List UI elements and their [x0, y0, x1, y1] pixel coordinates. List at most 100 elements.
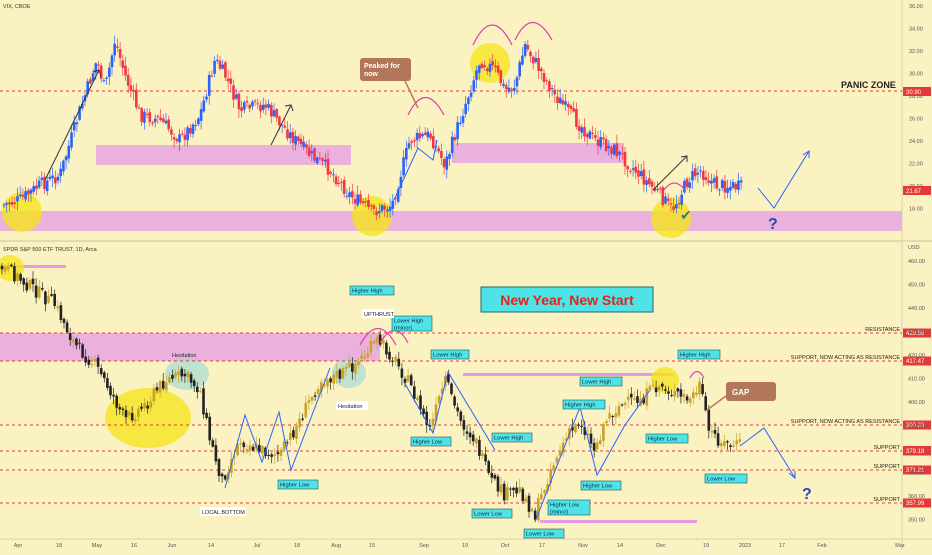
- spy-candle-body: [540, 494, 543, 500]
- spy-candle-body: [174, 372, 177, 377]
- vix-candle-body: [683, 180, 686, 193]
- spy-candle-body: [183, 373, 187, 377]
- spy-candle-body: [506, 487, 509, 501]
- vix-candle-body: [637, 170, 640, 177]
- banner-text: New Year, New Start: [500, 292, 634, 308]
- spy-candle-body: [236, 443, 239, 456]
- spy-candle-body: [605, 421, 608, 424]
- spy-candle-body: [707, 409, 711, 431]
- level-price: 371.21: [906, 468, 925, 474]
- vix-candle-body: [372, 205, 376, 209]
- vix-candle-body: [429, 133, 432, 139]
- spy-candle-body: [65, 322, 69, 333]
- vix-candle-body: [734, 183, 737, 190]
- spy-candle-body: [673, 391, 676, 397]
- spy-candle-body: [692, 392, 695, 399]
- swing-label-text: Higher Low (minor): [550, 503, 580, 516]
- vix-check-icon: ✔: [680, 207, 692, 223]
- gap-label: GAP: [732, 388, 750, 397]
- level-label: RESISTANCE: [865, 327, 900, 333]
- vix-candle-body: [48, 176, 52, 180]
- vix-candle-body: [202, 100, 206, 112]
- vix-candle-body: [569, 105, 573, 109]
- vix-candle-body: [399, 176, 403, 189]
- spy-candle-body: [416, 397, 419, 401]
- vix-candle-body: [394, 197, 397, 200]
- vix-candle-body: [491, 61, 494, 66]
- vix-candle-body: [415, 132, 419, 141]
- spy-candle-body: [84, 356, 87, 363]
- spy-candle-body: [648, 385, 652, 390]
- vix-candle-body: [194, 124, 197, 126]
- vix-candle-body: [205, 96, 208, 100]
- vix-candle-body: [731, 181, 735, 188]
- spy-candle-body: [270, 454, 273, 457]
- spy-candle-body: [115, 395, 118, 408]
- vix-candle-body: [691, 171, 694, 181]
- spy-candle-body: [161, 380, 165, 389]
- level-label: SUPPORT: [874, 497, 901, 503]
- vix-candle-body: [124, 65, 127, 76]
- swing-label-text: Lower Low: [707, 477, 736, 483]
- spy-candle-body: [419, 395, 422, 410]
- spy-candle-body: [614, 413, 618, 418]
- spy-candle-body: [354, 363, 357, 374]
- vix-candle-body: [70, 132, 73, 148]
- spy-candle-body: [440, 388, 444, 395]
- vix-candle-body: [737, 180, 740, 190]
- vix-last-price: 21.67: [906, 189, 922, 195]
- vix-candle-body: [612, 144, 616, 155]
- spy-candle-body: [50, 294, 53, 296]
- vix-candle-body: [402, 157, 405, 176]
- vix-candle-body: [720, 180, 724, 188]
- vix-candle-body: [261, 104, 265, 110]
- spy-candle-body: [493, 474, 497, 479]
- spy-candle-body: [431, 418, 435, 426]
- vix-candle-body: [299, 138, 303, 145]
- swing-label-text: Higher High: [565, 403, 596, 409]
- level-label: SUPPORT, NOW ACTING AS RESISTANCE: [791, 419, 901, 425]
- swing-label-text: Higher High: [680, 353, 711, 359]
- vix-candle-body: [702, 171, 705, 180]
- vix-candle-body: [588, 131, 592, 139]
- gap-callout: GAP: [706, 382, 776, 411]
- vix-candle-body: [585, 133, 589, 138]
- level-price-tag: [903, 498, 931, 508]
- vix-candle-body: [108, 67, 111, 77]
- vix-candle-body: [364, 201, 368, 203]
- spy-small-zone-mid: [463, 373, 673, 376]
- spy-candle-body: [307, 400, 311, 403]
- vix-candle-body: [418, 132, 422, 139]
- highlight-vix-dec: [651, 198, 691, 238]
- spy-extra-tag: 379.18: [903, 446, 931, 455]
- vix-candle-body: [175, 139, 179, 142]
- vix-candle-body: [513, 87, 516, 91]
- spy-axis-tick: 410.00: [908, 377, 925, 383]
- spy-candle-body: [698, 381, 701, 395]
- spy-candle-body: [233, 456, 236, 458]
- vix-candle-body: [121, 60, 125, 68]
- spy-candle-body: [44, 291, 47, 305]
- peaked-callout: Peaked for now: [360, 58, 419, 109]
- vix-candle-body: [553, 89, 557, 95]
- vix-candle-body: [448, 153, 451, 159]
- vix-candle-body: [283, 125, 287, 128]
- vix-candle-body: [723, 180, 727, 193]
- spy-candle-body: [199, 390, 202, 392]
- spy-candle-body: [0, 265, 4, 270]
- spy-candle-body: [682, 394, 686, 397]
- vix-candle-body: [432, 136, 435, 149]
- panic-zone-label: PANIC ZONE: [841, 80, 896, 90]
- spy-candle-body: [109, 385, 112, 396]
- spy-candle-body: [81, 344, 84, 358]
- vix-candles: [2, 35, 743, 221]
- spy-candle-body: [642, 397, 645, 404]
- vix-candle-body: [650, 181, 654, 187]
- vix-candle-body: [645, 180, 648, 185]
- vix-candle-body: [224, 62, 227, 78]
- vix-candle-body: [472, 80, 476, 92]
- spy-candle-body: [589, 433, 593, 444]
